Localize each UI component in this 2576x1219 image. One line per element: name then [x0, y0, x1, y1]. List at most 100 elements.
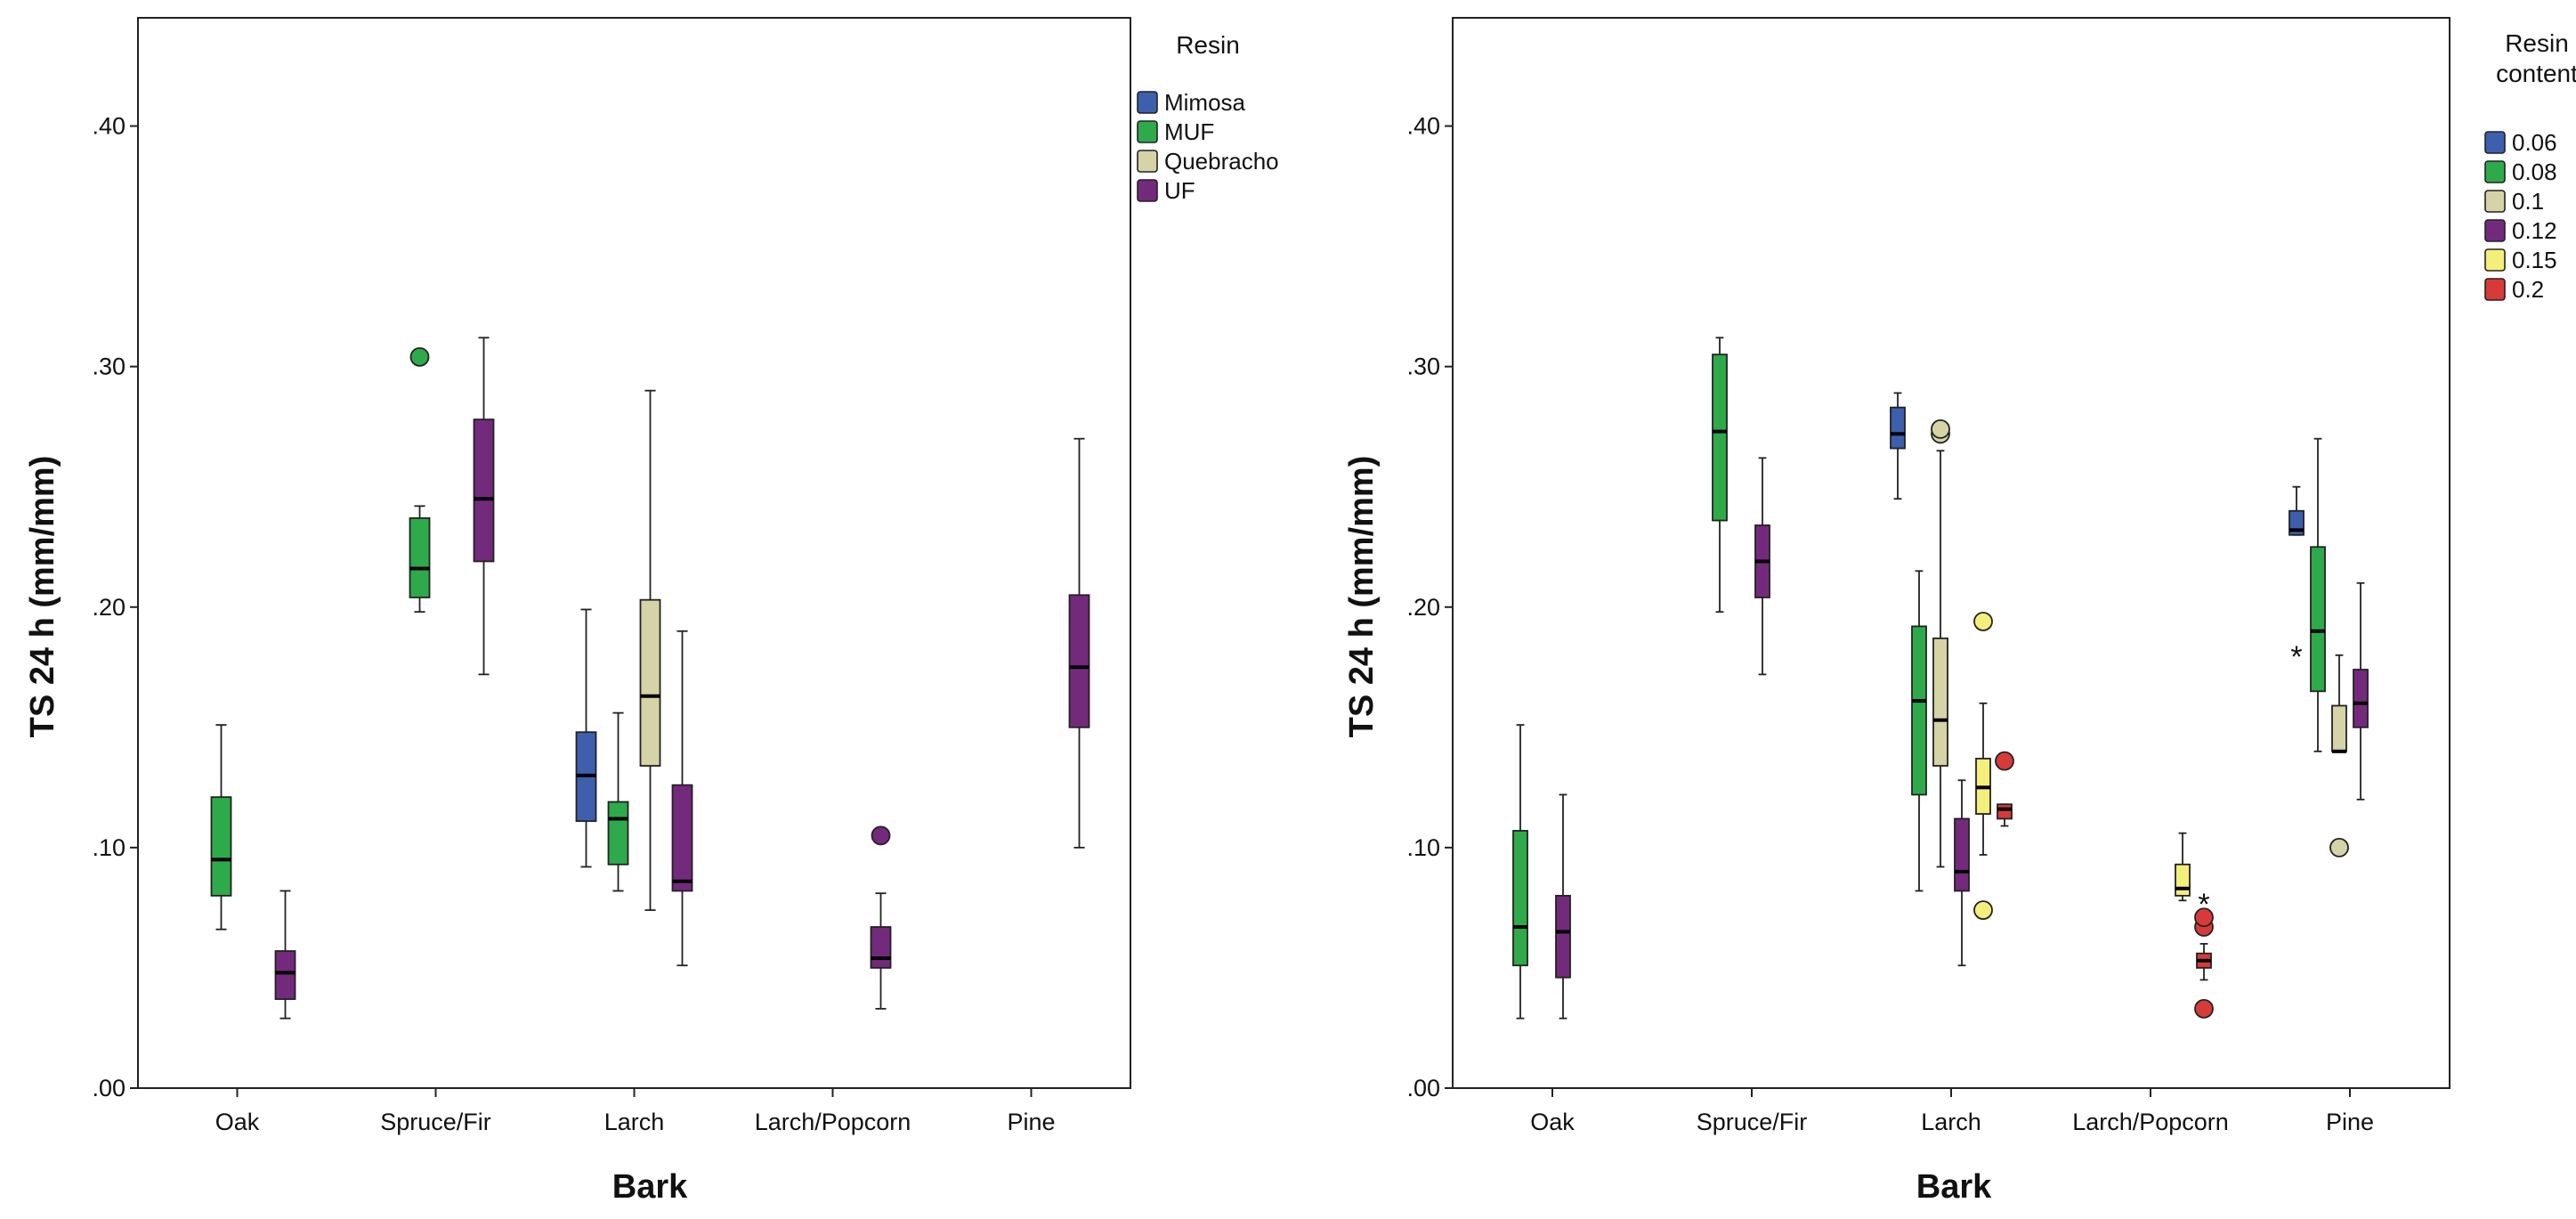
box-larch-0-08 — [1911, 570, 1927, 892]
plot-frame — [1452, 17, 2450, 1089]
box-iqr — [2175, 863, 2191, 897]
legend-swatch — [1137, 150, 1158, 173]
box-iqr — [1555, 895, 1571, 979]
outlier-circle — [1995, 751, 2014, 771]
x-axis-title: Bark — [1916, 1168, 1992, 1206]
box-iqr — [671, 784, 693, 892]
y-tick-label: .40 — [1406, 113, 1440, 140]
box-iqr — [639, 598, 661, 767]
x-tick-label: Pine — [2326, 1109, 2374, 1135]
outlier-circle — [1973, 612, 1993, 631]
box-larch-popcorn-0-2: * — [2194, 888, 2214, 1019]
box-iqr — [473, 419, 495, 563]
legend-title-line: content — [2496, 60, 2576, 87]
x-tick-label: Oak — [215, 1109, 260, 1135]
box-iqr — [1068, 594, 1090, 728]
x-axis-title: Bark — [612, 1168, 688, 1206]
x-tick-label: Spruce/Fir — [380, 1109, 491, 1135]
box-iqr — [2310, 546, 2326, 693]
legend-title: Resin — [1176, 31, 1240, 59]
box-iqr — [1932, 637, 1948, 767]
y-tick-label: .20 — [1406, 594, 1440, 621]
y-tick-label: .40 — [92, 113, 126, 140]
box-iqr — [2331, 704, 2347, 752]
x-tick-label: Larch — [604, 1109, 665, 1135]
outlier-star: * — [2198, 888, 2209, 922]
x-tick-label: Larch/Popcorn — [755, 1109, 911, 1135]
outlier-circle — [1973, 900, 1993, 921]
box-oak-muf — [210, 724, 232, 931]
box-spruce-fir-0-12 — [1754, 457, 1770, 676]
legend-label: 0.15 — [2512, 247, 2557, 273]
box-iqr — [1890, 406, 1906, 450]
box-larch-uf — [671, 630, 693, 967]
outlier-circle — [871, 825, 891, 846]
y-tick-label: .10 — [1406, 834, 1440, 861]
box-larch-quebracho — [639, 389, 661, 912]
left-boxplot-panel: TS 24 h (mm/mm) Bark Resin .00 .10 .20 .30.… — [24, 17, 1279, 1206]
x-tick-label: Spruce/Fir — [1697, 1109, 1808, 1135]
legend-swatch — [2484, 248, 2506, 272]
box-larch-popcorn-uf — [870, 825, 892, 1010]
legend-label: Mimosa — [1164, 89, 1246, 116]
legend-swatch — [2484, 219, 2506, 242]
legend-swatch — [1137, 91, 1158, 114]
y-tick-label: .10 — [92, 834, 126, 861]
y-tick-label: .20 — [92, 594, 126, 621]
box-pine-0-12 — [2353, 581, 2369, 800]
y-axis-title: TS 24 h (mm/mm) — [1343, 456, 1381, 738]
y-axis-title: TS 24 h (mm/mm) — [24, 456, 61, 738]
x-tick-label: Larch/Popcorn — [2072, 1109, 2229, 1135]
y-tick-label: .00 — [92, 1075, 126, 1101]
box-iqr — [409, 516, 431, 598]
legend-label: 0.08 — [2512, 158, 2557, 185]
box-larch-0-1 — [1931, 419, 1950, 868]
box-iqr — [1911, 625, 1927, 796]
box-larch-0-12 — [1954, 779, 1970, 967]
legend-label: 0.2 — [2512, 276, 2544, 303]
outlier-circle — [2329, 837, 2349, 857]
box-oak-uf — [274, 890, 296, 1020]
legend-swatch — [2484, 190, 2506, 213]
legend-swatch — [1137, 179, 1158, 202]
outlier-circle — [409, 346, 430, 367]
legend-swatch — [1137, 120, 1158, 143]
box-larch-mimosa — [575, 608, 597, 868]
box-larch-0-06 — [1890, 392, 1906, 500]
box-iqr — [274, 950, 296, 1000]
box-iqr — [210, 796, 232, 897]
legend-label: UF — [1164, 177, 1195, 204]
x-tick-label: Larch — [1921, 1109, 1981, 1135]
box-pine-0-1 — [2329, 654, 2349, 857]
legend-label: MUF — [1164, 118, 1214, 145]
box-iqr — [607, 800, 629, 865]
right-boxplot-panel: TS 24 h (mm/mm) Bark .00 .10 .20 .30 .40 Oak S… — [1343, 17, 2576, 1206]
plot-frame — [137, 17, 1131, 1089]
outlier-circle — [2194, 998, 2214, 1019]
legend-label: 0.06 — [2512, 129, 2557, 156]
y-tick-label: .30 — [1406, 354, 1440, 380]
box-larch-muf — [607, 711, 629, 892]
x-tick-label: Pine — [1007, 1109, 1055, 1135]
legend-swatch — [2484, 278, 2506, 301]
legend-label: 0.1 — [2512, 188, 2544, 215]
box-iqr — [1512, 830, 1528, 967]
box-pine-0-08 — [2310, 437, 2326, 752]
box-iqr — [1997, 803, 2013, 820]
outlier-star: * — [2290, 640, 2302, 674]
box-oak-0-08 — [1512, 724, 1528, 1020]
box-spruce-fir-muf — [409, 346, 431, 614]
legend-title-line: Resin — [2505, 29, 2569, 57]
box-iqr — [2353, 669, 2369, 728]
box-larch-popcorn-0-15 — [2175, 832, 2191, 902]
outlier-circle — [2194, 907, 2214, 928]
box-larch-0-2 — [1995, 751, 2014, 827]
x-tick-label: Oak — [1530, 1109, 1575, 1135]
box-iqr — [1712, 354, 1728, 522]
legend-label: 0.12 — [2512, 217, 2557, 244]
y-tick-label: .30 — [92, 354, 126, 380]
y-tick-label: .00 — [1406, 1075, 1440, 1101]
box-spruce-fir-0-08 — [1712, 337, 1728, 614]
box-pine-0-06: * — [2288, 485, 2305, 674]
box-oak-0-12 — [1555, 793, 1571, 1020]
